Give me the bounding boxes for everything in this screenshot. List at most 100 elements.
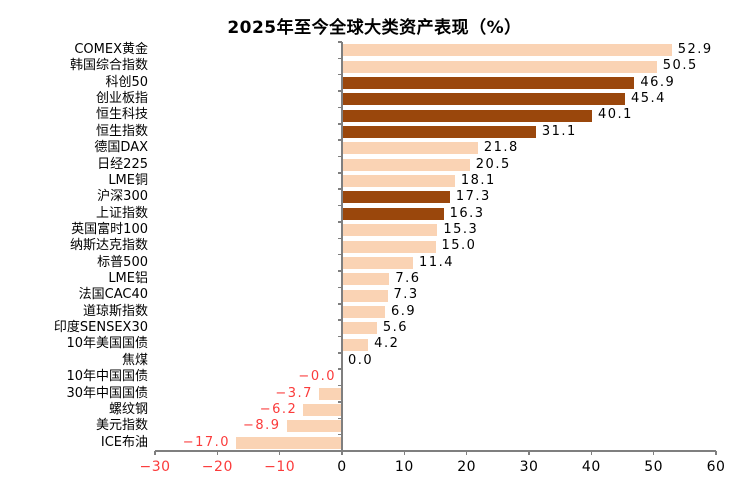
bar [342, 142, 478, 155]
bar [342, 76, 635, 89]
category-label: 恒生科技 [95, 107, 148, 123]
chart-title: 2025年至今全球大类资产表现（%） [227, 18, 522, 38]
bar [342, 158, 470, 171]
bar [342, 256, 414, 269]
x-axis-tick [278, 451, 281, 455]
bar [342, 191, 450, 204]
x-tick-label: 30 [519, 459, 539, 475]
y-axis-tick [338, 352, 342, 354]
y-axis-tick [338, 73, 342, 76]
y-axis-tick [338, 237, 342, 240]
category-label: COMEX黄金 [74, 42, 148, 57]
y-axis-tick [338, 172, 342, 174]
value-label: −17.0 [182, 434, 231, 450]
bar [342, 289, 388, 302]
value-label: 6.9 [391, 303, 417, 319]
category-label: 美元指数 [95, 418, 148, 434]
y-axis-tick [338, 433, 342, 436]
category-label: 焦煤 [121, 352, 148, 368]
value-label: 17.3 [455, 189, 491, 205]
bar [286, 420, 342, 433]
value-label: 11.4 [419, 254, 454, 270]
y-axis-tick [338, 57, 342, 60]
value-label: 7.6 [395, 271, 421, 287]
bar [236, 436, 342, 449]
x-axis-tick [528, 451, 530, 455]
x-tick-label: 40 [581, 459, 601, 475]
x-tick-label: −10 [264, 459, 296, 475]
x-tick-label: 10 [394, 459, 414, 475]
bar [342, 109, 592, 122]
bar [303, 404, 342, 417]
y-axis-tick [338, 417, 342, 420]
bar [342, 207, 444, 220]
bar [318, 387, 342, 400]
y-axis-tick [338, 221, 342, 223]
y-axis-tick [338, 41, 342, 43]
value-label: 52.9 [677, 42, 713, 57]
value-label: 46.9 [640, 74, 676, 90]
value-label: 18.1 [460, 172, 496, 188]
category-label: 创业板指 [95, 91, 148, 107]
value-label: −6.2 [259, 401, 298, 417]
value-label: 45.4 [630, 91, 666, 107]
category-label: 恒生指数 [95, 123, 148, 139]
category-label: 纳斯达克指数 [69, 238, 148, 254]
x-tick-label: −20 [201, 459, 233, 475]
category-label: 科创50 [105, 74, 148, 90]
x-tick-label: 50 [644, 459, 664, 475]
x-axis-tick [652, 451, 655, 455]
y-axis-tick [338, 106, 342, 109]
category-label: 法国CAC40 [78, 287, 148, 303]
value-label: −8.9 [242, 418, 281, 434]
y-axis-tick [338, 303, 342, 305]
x-axis-tick [403, 451, 406, 455]
bar [342, 305, 385, 318]
x-tick-label: 60 [706, 459, 726, 475]
value-label: −0.0 [298, 369, 336, 385]
category-label: 日经225 [97, 156, 148, 172]
y-axis-tick [338, 123, 342, 125]
value-label: 50.5 [662, 58, 698, 74]
y-axis-tick [338, 286, 342, 289]
category-label: 上证指数 [95, 205, 148, 221]
bar [342, 175, 455, 188]
x-axis-tick [715, 451, 717, 455]
bar [342, 125, 536, 138]
y-axis-tick [338, 139, 342, 141]
x-tick-label: 0 [337, 459, 347, 475]
category-label: 沪深300 [97, 189, 148, 205]
bar [342, 322, 377, 335]
value-label: 16.3 [449, 205, 485, 221]
y-axis-tick [338, 270, 342, 272]
category-label: 标普500 [97, 254, 148, 270]
value-label: 15.0 [441, 238, 477, 254]
category-label: 10年美国国债 [66, 336, 148, 352]
bar [342, 44, 672, 57]
value-label: 4.2 [374, 336, 400, 352]
y-axis-tick [338, 204, 342, 207]
category-label: 30年中国国债 [66, 385, 148, 401]
y-axis-tick [338, 401, 342, 403]
value-label: 20.5 [475, 156, 511, 172]
value-label: 15.3 [443, 221, 479, 237]
category-label: LME铝 [108, 271, 148, 287]
y-axis-tick [338, 335, 342, 338]
category-label: LME铜 [108, 172, 148, 188]
x-axis-line [155, 450, 716, 452]
value-label: 31.1 [541, 123, 577, 139]
value-label: −3.7 [275, 385, 313, 401]
x-axis-tick [216, 451, 219, 455]
value-label: 40.1 [597, 107, 633, 123]
category-label: ICE布油 [100, 434, 148, 450]
category-label: 德国DAX [94, 140, 148, 156]
value-label: 7.3 [393, 287, 419, 303]
y-axis-tick [338, 155, 342, 158]
zero-axis-line [341, 42, 343, 451]
category-label: 螺纹钢 [108, 401, 148, 417]
x-tick-label: −30 [139, 459, 171, 475]
bar [342, 240, 436, 253]
x-axis-tick [154, 451, 156, 455]
y-axis-tick [338, 384, 342, 387]
